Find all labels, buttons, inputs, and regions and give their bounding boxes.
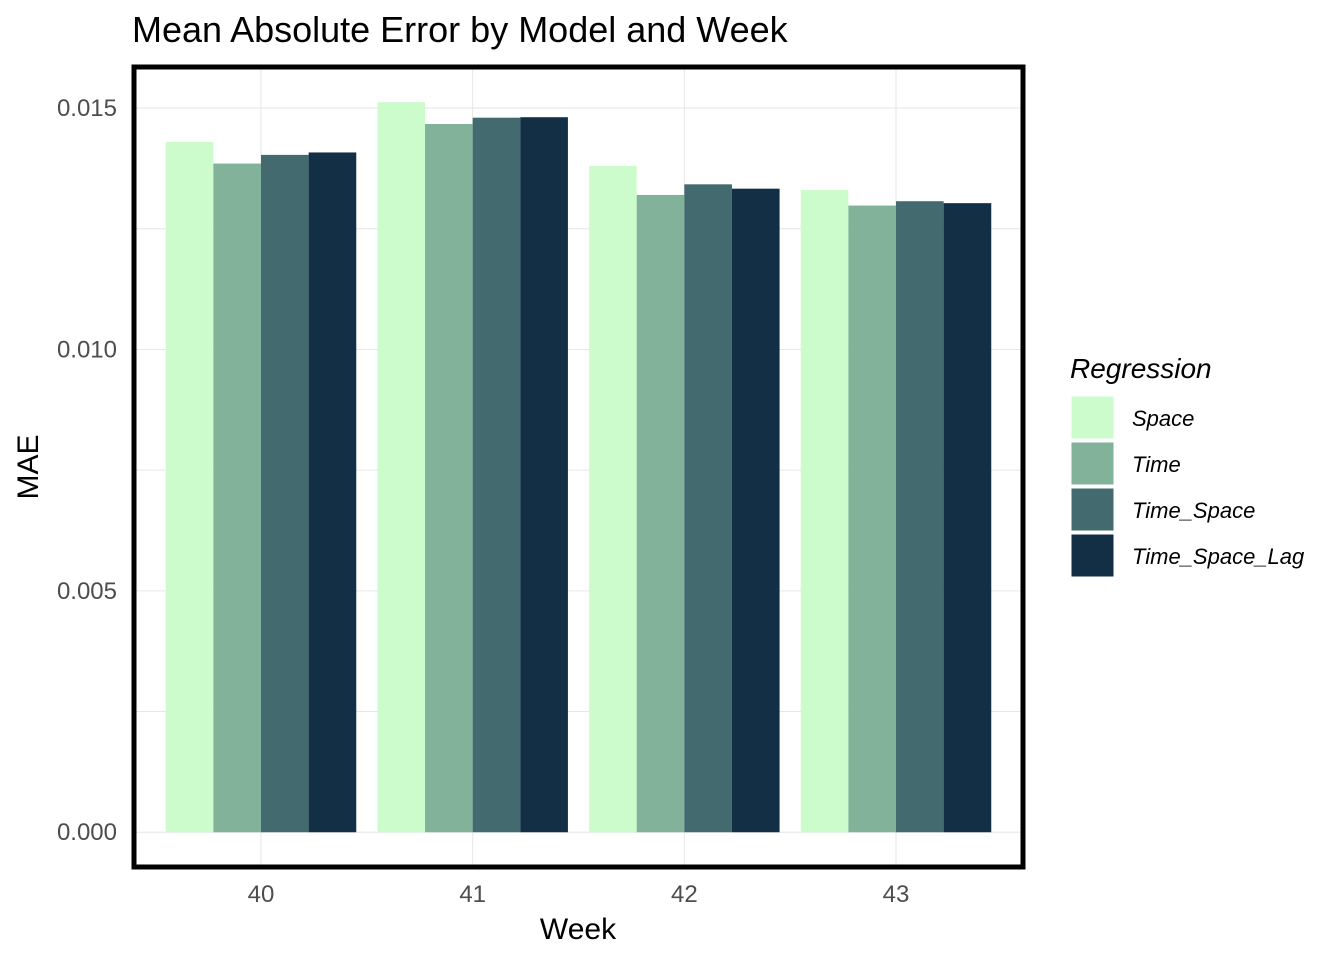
bar-time-week-42 [636, 194, 685, 833]
legend-label-time-space-lag: Time_Space_Lag [1132, 544, 1305, 569]
legend-label-time: Time [1132, 452, 1181, 477]
bar-time-space-lag-week-42 [731, 188, 780, 833]
bar-space-week-41 [377, 102, 426, 833]
bar-time-week-43 [848, 205, 897, 833]
legend-label-time-space: Time_Space [1132, 498, 1255, 523]
bar-time-space-week-40 [261, 154, 309, 833]
legend-key-time [1070, 441, 1115, 486]
legend-title: Regression [1070, 353, 1212, 384]
bar-time-space-week-41 [472, 117, 521, 833]
y-axis-title: MAE [12, 434, 45, 499]
chart-title: Mean Absolute Error by Model and Week [132, 9, 789, 50]
bar-time-space-lag-week-43 [943, 203, 992, 833]
y-tick-label: 0.000 [57, 819, 117, 846]
bar-space-week-40 [165, 141, 214, 833]
bar-space-week-43 [800, 190, 849, 833]
bar-time-week-41 [425, 123, 473, 833]
legend-label-space: Space [1132, 406, 1194, 431]
legend-key-time-space-lag [1070, 533, 1115, 578]
legend-items: Space Time Time_Space Time_Space_Lag [1070, 395, 1305, 578]
x-tick-label: 43 [883, 881, 910, 908]
bar-space-week-42 [589, 165, 637, 833]
bar-time-space-week-43 [896, 201, 944, 833]
plot-panel-border [131, 64, 1026, 870]
bar-layer [165, 102, 992, 833]
y-axis-ticks: 0.000 0.005 0.010 0.015 [57, 95, 117, 846]
legend-key-time-space [1070, 487, 1115, 532]
bar-time-space-week-42 [684, 184, 732, 833]
bar-time-space-lag-week-40 [308, 152, 357, 833]
x-tick-label: 41 [459, 881, 486, 908]
x-axis-title: Week [540, 913, 617, 946]
y-tick-label: 0.005 [57, 578, 117, 605]
x-tick-label: 40 [248, 881, 275, 908]
y-tick-label: 0.010 [57, 336, 117, 363]
bar-time-week-40 [213, 163, 262, 833]
y-tick-label: 0.015 [57, 95, 117, 122]
legend: Regression Space Time Time_Space Time_Space… [1070, 353, 1305, 578]
bar-time-space-lag-week-41 [520, 117, 568, 833]
x-tick-label: 42 [671, 881, 698, 908]
legend-key-space [1070, 395, 1115, 440]
x-axis-ticks: 40 41 42 43 [248, 881, 910, 908]
